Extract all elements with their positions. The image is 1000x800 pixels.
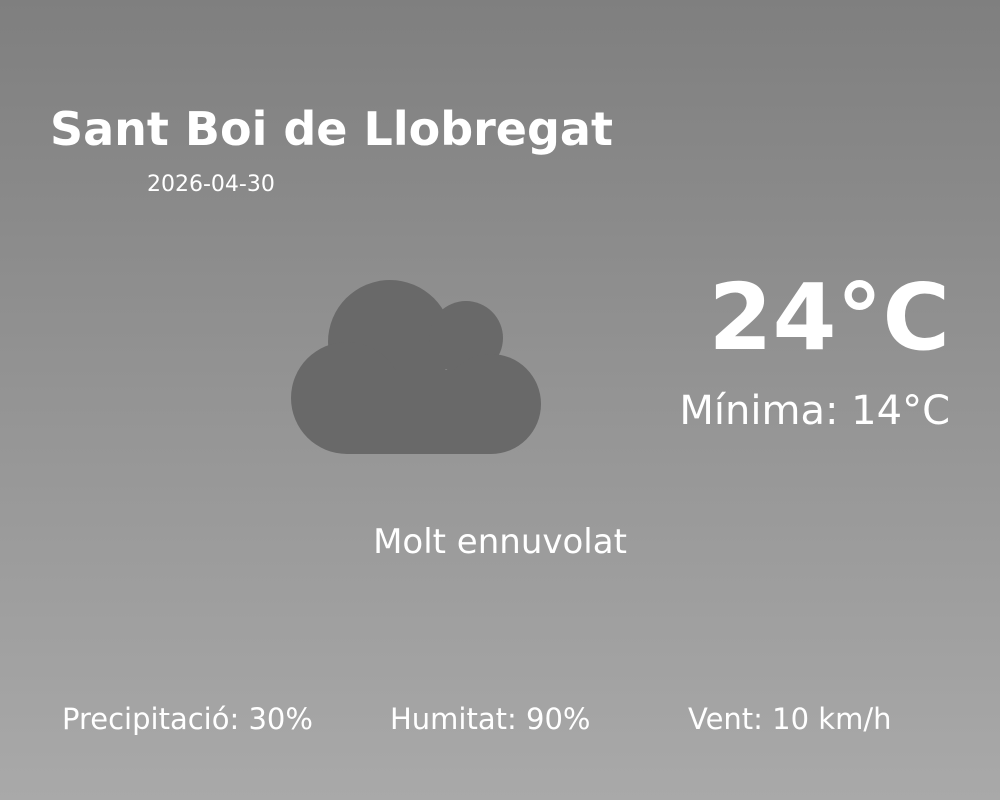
precipitation-stat: Precipitació: 30% xyxy=(62,702,313,736)
weather-condition: Molt ennuvolat xyxy=(373,522,627,562)
forecast-date: 2026-04-30 xyxy=(147,172,275,197)
city-name: Sant Boi de Llobregat xyxy=(50,102,613,156)
current-temperature: 24°C xyxy=(708,264,950,371)
cloud-icon xyxy=(291,280,541,454)
minimum-temperature: Mínima: 14°C xyxy=(679,388,950,434)
humidity-stat: Humitat: 90% xyxy=(390,702,591,736)
wind-stat: Vent: 10 km/h xyxy=(688,702,892,736)
